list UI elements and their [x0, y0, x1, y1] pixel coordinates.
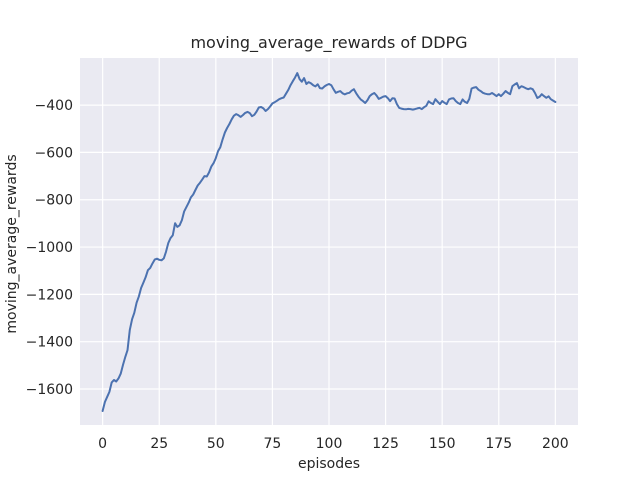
x-tick-label: 25 [150, 436, 168, 452]
y-tick-label: −600 [35, 145, 73, 161]
x-tick-label: 100 [316, 436, 343, 452]
y-tick-label: −1600 [26, 382, 73, 398]
x-tick-label: 125 [372, 436, 399, 452]
x-tick-label: 175 [485, 436, 512, 452]
x-tick-label: 0 [98, 436, 107, 452]
y-tick-label: −400 [35, 98, 73, 114]
x-tick-label: 200 [542, 436, 569, 452]
y-tick-label: −1000 [26, 240, 73, 256]
y-axis-label: moving_average_rewards [4, 154, 20, 333]
gridlines [80, 58, 578, 425]
chart-title: moving_average_rewards of DDPG [190, 33, 467, 53]
x-tick-label: 150 [429, 436, 456, 452]
y-tick-label: −800 [35, 193, 73, 209]
x-tick-labels: 0 25 50 75 100 125 150 175 200 [98, 436, 569, 452]
y-tick-label: −1200 [26, 287, 73, 303]
y-tick-label: −1400 [26, 335, 73, 351]
x-tick-label: 50 [207, 436, 225, 452]
y-tick-labels: −400 −600 −800 −1000 −1200 −1400 −1600 [26, 98, 73, 398]
moving-average-rewards-line [101, 72, 557, 412]
x-tick-label: 75 [263, 436, 281, 452]
x-axis-label: episodes [298, 456, 360, 472]
